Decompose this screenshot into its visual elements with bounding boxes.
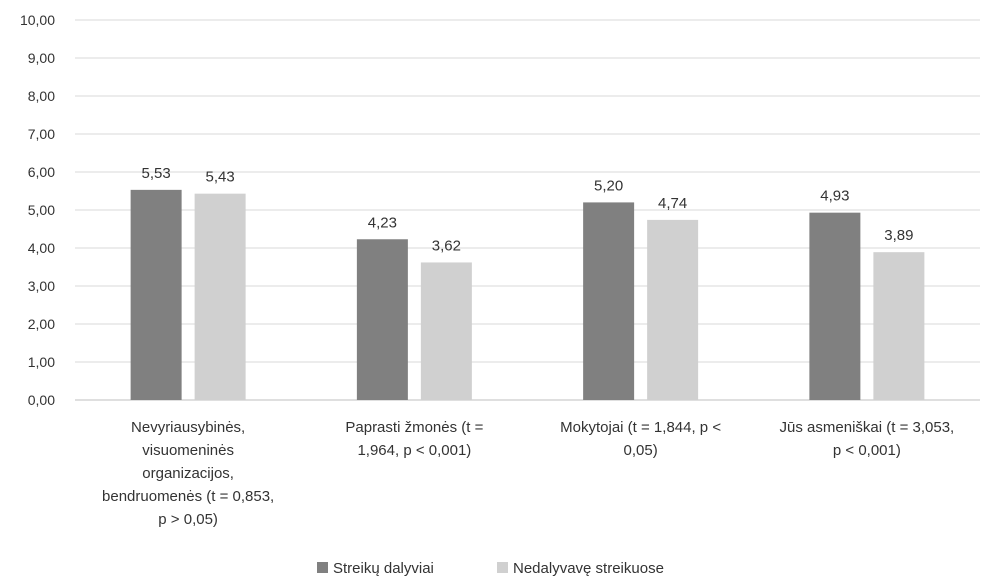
data-label: 4,74 bbox=[658, 195, 687, 212]
data-label: 5,53 bbox=[142, 165, 171, 182]
data-label: 5,43 bbox=[206, 169, 235, 186]
y-tick-label: 6,00 bbox=[28, 164, 55, 180]
x-tick-label: p > 0,05) bbox=[158, 511, 218, 528]
bar bbox=[194, 193, 246, 400]
data-label: 4,93 bbox=[820, 188, 849, 205]
data-label: 4,23 bbox=[368, 214, 397, 231]
data-labels: 5,53 5,43 4,23 3,62 5,20 4,74 4,93 3,89 bbox=[142, 165, 914, 255]
y-tick-label: 8,00 bbox=[28, 88, 55, 104]
bar bbox=[583, 202, 635, 400]
x-tick-label: Nevyriausybinės, bbox=[131, 419, 245, 436]
legend: Streikų dalyviai Nedalyvavę streikuose bbox=[317, 560, 664, 577]
bar bbox=[130, 189, 182, 400]
bar bbox=[356, 239, 408, 400]
x-tick-label: bendruomenės (t = 0,853, bbox=[102, 488, 274, 505]
y-tick-label: 3,00 bbox=[28, 278, 55, 294]
y-tick-label: 9,00 bbox=[28, 50, 55, 66]
y-tick-label: 0,00 bbox=[28, 392, 55, 408]
y-tick-label: 5,00 bbox=[28, 202, 55, 218]
x-tick-label: organizacijos, bbox=[142, 465, 234, 482]
bar bbox=[873, 252, 925, 400]
bar bbox=[420, 262, 472, 400]
y-axis: 0,00 1,00 2,00 3,00 4,00 5,00 6,00 7,00 8,00 9,00… bbox=[20, 12, 55, 408]
bar bbox=[647, 219, 699, 400]
x-tick-label: Mokytojai (t = 1,844, p < bbox=[560, 419, 721, 436]
x-tick-label: Paprasti žmonės (t = bbox=[345, 419, 483, 436]
legend-label: Nedalyvavę streikuose bbox=[513, 560, 664, 577]
data-label: 5,20 bbox=[594, 177, 623, 194]
x-tick-label: 0,05) bbox=[624, 442, 658, 459]
bar bbox=[809, 212, 861, 400]
x-tick-label: visuomeninės bbox=[142, 442, 234, 459]
legend-label: Streikų dalyviai bbox=[333, 560, 434, 577]
x-axis: Nevyriausybinės, visuomeninės organizacijo… bbox=[102, 419, 954, 528]
x-tick-label: 1,964, p < 0,001) bbox=[357, 442, 471, 459]
y-tick-label: 7,00 bbox=[28, 126, 55, 142]
legend-swatch bbox=[317, 562, 328, 573]
data-label: 3,89 bbox=[884, 227, 913, 244]
bars bbox=[130, 189, 925, 400]
x-tick-label: Jūs asmeniškai (t = 3,053, bbox=[780, 419, 955, 436]
y-tick-label: 10,00 bbox=[20, 12, 55, 28]
data-label: 3,62 bbox=[432, 237, 461, 254]
legend-swatch bbox=[497, 562, 508, 573]
y-tick-label: 4,00 bbox=[28, 240, 55, 256]
x-tick-label: p < 0,001) bbox=[833, 442, 901, 459]
y-tick-label: 1,00 bbox=[28, 354, 55, 370]
y-tick-label: 2,00 bbox=[28, 316, 55, 332]
